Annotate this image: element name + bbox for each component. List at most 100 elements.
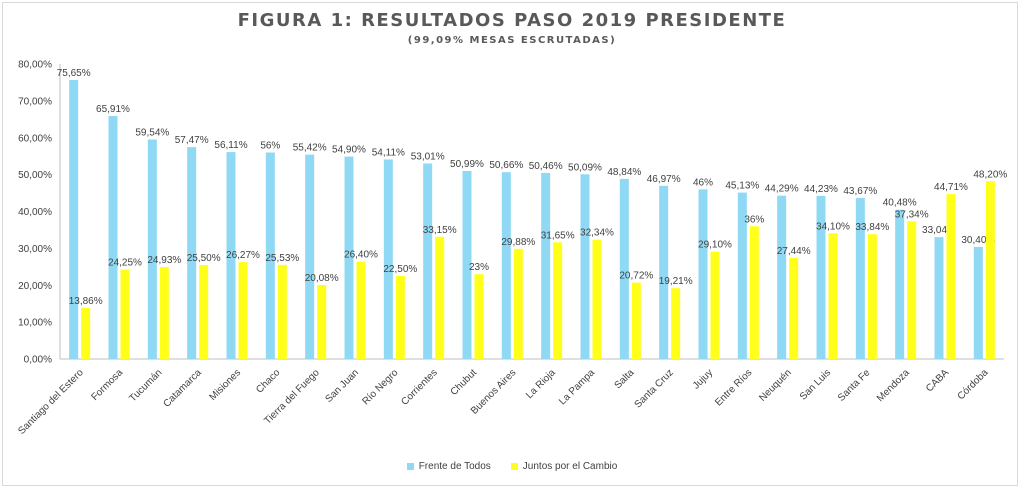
- data-label-frente-de-todos-corrientes: 53,01%: [411, 152, 445, 163]
- x-tick-label-chaco: Chaco: [254, 367, 283, 396]
- bar-juntos-por-el-cambio-la-rioja: [553, 242, 563, 359]
- bar-frente-de-todos-santa-fe: [855, 197, 865, 359]
- data-label-juntos-por-el-cambio-salta: 20,72%: [619, 271, 653, 282]
- data-label-frente-de-todos-chaco: 56%: [260, 141, 280, 152]
- bar-juntos-por-el-cambio-san-juan: [356, 261, 366, 359]
- bar-frente-de-todos-salta: [619, 178, 629, 359]
- x-tick-label-jujuy: Jujuy: [691, 367, 715, 391]
- data-label-frente-de-todos-la-rioja: 50,46%: [529, 161, 563, 172]
- legend-label-frente-de-todos: Frente de Todos: [418, 461, 491, 472]
- bar-frente-de-todos-mendoza: [895, 209, 905, 359]
- data-label-juntos-por-el-cambio-san-juan: 26,40%: [344, 250, 378, 261]
- data-label-frente-de-todos-san-juan: 54,90%: [332, 145, 366, 156]
- bar-juntos-por-el-cambio-mendoza: [907, 221, 917, 359]
- bar-juntos-por-el-cambio-san-luis: [828, 233, 838, 359]
- data-label-juntos-por-el-cambio-mendoza: 37,34%: [895, 209, 929, 220]
- x-tick-label-mendoza: Mendoza: [875, 367, 912, 404]
- data-label-frente-de-todos-misiones: 56,11%: [214, 140, 247, 151]
- bar-frente-de-todos-catamarca: [187, 147, 197, 359]
- bar-frente-de-todos-chaco: [265, 152, 275, 359]
- y-tick-label: 60,00%: [18, 133, 52, 144]
- bar-juntos-por-el-cambio-santa-fe: [867, 234, 877, 359]
- bar-frente-de-todos-formosa: [108, 115, 118, 359]
- x-tick-label-misiones: Misiones: [207, 367, 243, 403]
- bar-frente-de-todos-la-pampa: [580, 174, 590, 359]
- bar-juntos-por-el-cambio-jujuy: [710, 251, 720, 359]
- data-label-frente-de-todos-santiago-del-estero: 75,65%: [57, 68, 91, 79]
- data-label-frente-de-todos-buenos-aires: 50,66%: [489, 160, 523, 171]
- bar-frente-de-todos-rio-negro: [383, 159, 393, 359]
- data-label-juntos-por-el-cambio-tierra-del-fuego: 20,08%: [305, 273, 339, 284]
- y-tick-label: 10,00%: [18, 318, 52, 329]
- data-label-juntos-por-el-cambio-san-luis: 34,10%: [816, 221, 850, 232]
- data-label-frente-de-todos-caba: 33,04%: [922, 225, 956, 236]
- bar-juntos-por-el-cambio-misiones: [238, 262, 248, 359]
- data-label-frente-de-todos-neuquen: 44,29%: [765, 184, 799, 195]
- bar-juntos-por-el-cambio-caba: [946, 194, 956, 359]
- chart-legend: Frente de Todos Juntos por el Cambio: [0, 461, 1024, 472]
- bar-frente-de-todos-tierra-del-fuego: [305, 154, 315, 359]
- data-label-juntos-por-el-cambio-santa-fe: 33,84%: [855, 222, 889, 233]
- x-tick-label-santa-cruz: Santa Cruz: [633, 367, 676, 410]
- data-label-juntos-por-el-cambio-buenos-aires: 29,88%: [501, 237, 535, 248]
- x-tick-label-neuquen: Neuquén: [757, 367, 793, 403]
- bar-frente-de-todos-entre-rios: [737, 192, 747, 359]
- x-tick-label-salta: Salta: [613, 367, 637, 391]
- bar-juntos-por-el-cambio-santa-cruz: [671, 288, 681, 359]
- data-label-juntos-por-el-cambio-catamarca: 25,50%: [187, 253, 221, 264]
- y-tick-label: 80,00%: [18, 60, 52, 71]
- bar-frente-de-todos-misiones: [226, 152, 236, 359]
- bar-juntos-por-el-cambio-tierra-del-fuego: [317, 284, 327, 359]
- data-label-frente-de-todos-formosa: 65,91%: [96, 104, 130, 115]
- y-tick-label: 40,00%: [18, 207, 52, 218]
- legend-swatch-frente-de-todos: [406, 463, 414, 470]
- bar-frente-de-todos-san-juan: [344, 156, 354, 359]
- bar-juntos-por-el-cambio-entre-rios: [749, 226, 759, 359]
- x-tick-label-la-pampa: La Pampa: [557, 367, 597, 407]
- x-tick-label-santiago-del-estero: Santiago del Estero: [16, 367, 86, 437]
- x-tick-label-chubut: Chubut: [449, 367, 480, 398]
- bar-frente-de-todos-cordoba: [973, 246, 983, 359]
- data-label-frente-de-todos-catamarca: 57,47%: [175, 135, 209, 146]
- bar-juntos-por-el-cambio-buenos-aires: [513, 248, 523, 359]
- bar-juntos-por-el-cambio-la-pampa: [592, 239, 602, 359]
- legend-swatch-juntos-por-el-cambio: [510, 463, 518, 470]
- data-label-juntos-por-el-cambio-caba: 44,71%: [934, 182, 968, 193]
- data-label-juntos-por-el-cambio-santa-cruz: 19,21%: [659, 276, 693, 287]
- chart-subtitle: (99,09% MESAS ESCRUTADAS): [407, 35, 617, 46]
- x-tick-label-formosa: Formosa: [89, 367, 125, 403]
- x-tick-label-san-luis: San Luis: [798, 367, 833, 402]
- data-label-frente-de-todos-rio-negro: 54,11%: [372, 147, 405, 158]
- data-label-juntos-por-el-cambio-tucuman: 24,93%: [147, 255, 181, 266]
- data-label-frente-de-todos-salta: 48,84%: [607, 167, 641, 178]
- y-tick-label: 20,00%: [18, 281, 52, 292]
- data-label-juntos-por-el-cambio-neuquen: 27,44%: [777, 246, 811, 257]
- x-tick-label-cordoba: Córdoba: [956, 367, 991, 402]
- data-label-juntos-por-el-cambio-cordoba: 48,20%: [973, 169, 1007, 180]
- bar-juntos-por-el-cambio-tucuman: [159, 267, 169, 359]
- bar-frente-de-todos-jujuy: [698, 189, 708, 359]
- bar-frente-de-todos-la-rioja: [541, 172, 551, 359]
- bar-frente-de-todos-san-luis: [816, 195, 826, 359]
- bar-frente-de-todos-neuquen: [777, 195, 787, 359]
- x-tick-label-caba: CABA: [924, 367, 951, 394]
- bar-frente-de-todos-caba: [934, 237, 944, 359]
- data-label-frente-de-todos-jujuy: 46%: [693, 177, 713, 188]
- bar-juntos-por-el-cambio-rio-negro: [395, 276, 405, 359]
- y-tick-label: 0,00%: [24, 355, 52, 366]
- x-tick-label-catamarca: Catamarca: [161, 367, 204, 410]
- legend-item-juntos-por-el-cambio: Juntos por el Cambio: [510, 461, 617, 472]
- data-label-juntos-por-el-cambio-entre-rios: 36%: [744, 214, 764, 225]
- data-label-frente-de-todos-tucuman: 59,54%: [135, 127, 169, 138]
- bar-juntos-por-el-cambio-santiago-del-estero: [81, 307, 91, 359]
- bar-frente-de-todos-corrientes: [423, 163, 433, 359]
- data-label-juntos-por-el-cambio-chubut: 23%: [469, 262, 489, 273]
- bar-juntos-por-el-cambio-salta: [631, 282, 641, 359]
- y-tick-label: 30,00%: [18, 244, 52, 255]
- data-label-juntos-por-el-cambio-la-rioja: 31,65%: [541, 230, 575, 241]
- x-tick-label-rio-negro: Río Negro: [360, 367, 400, 407]
- bar-frente-de-todos-tucuman: [147, 139, 157, 359]
- data-label-frente-de-todos-san-luis: 44,23%: [804, 184, 838, 195]
- x-tick-label-tucuman: Tucumán: [127, 367, 164, 404]
